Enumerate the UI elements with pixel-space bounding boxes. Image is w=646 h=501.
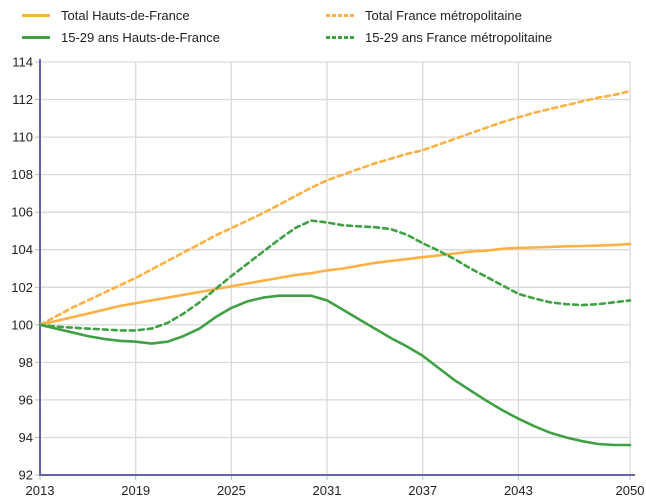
x-tick-label: 2013 <box>26 483 55 498</box>
y-tick-label: 98 <box>19 355 33 370</box>
y-tick-label: 96 <box>19 392 33 407</box>
line-total-hauts-de-france <box>38 242 632 327</box>
legend-label: Total France métropolitaine <box>365 7 522 23</box>
legend-item-total-hauts-de-france[interactable]: Total Hauts-de-France <box>22 6 220 24</box>
legend-column-right: Total France métropolitaine 15-29 ans Fr… <box>326 6 552 46</box>
line-15-29-ans-france-metropolitaine <box>38 219 632 332</box>
dashed-orange-line-swatch-icon <box>326 13 354 17</box>
y-tick-label: 102 <box>11 280 33 295</box>
line-total-france-metropolitaine <box>38 89 632 327</box>
x-tick-label: 2037 <box>408 483 437 498</box>
x-tick-label: 2019 <box>121 483 150 498</box>
x-tick-label: 2050 <box>616 483 645 498</box>
solid-orange-line-swatch-icon <box>22 13 50 17</box>
legend-item-15-29-hauts-de-france[interactable]: 15-29 ans Hauts-de-France <box>22 28 220 46</box>
x-tick-label: 2025 <box>217 483 246 498</box>
y-tick-label: 114 <box>12 55 33 70</box>
y-tick-label: 94 <box>19 430 33 445</box>
y-tick-label: 92 <box>19 468 33 483</box>
y-tick-label: 108 <box>11 167 33 182</box>
y-tick-label: 104 <box>11 242 33 257</box>
x-tick-label: 2031 <box>313 483 342 498</box>
line-15-29-ans-hauts-de-france <box>38 294 632 447</box>
y-tick-label: 100 <box>11 317 33 332</box>
solid-green-line-swatch-icon <box>22 35 50 39</box>
x-tick-label: 2043 <box>504 483 533 498</box>
dashed-green-line-swatch-icon <box>326 35 354 39</box>
legend-item-15-29-france-metropolitaine[interactable]: 15-29 ans France métropolitaine <box>326 28 552 46</box>
legend-item-total-france-metropolitaine[interactable]: Total France métropolitaine <box>326 6 552 24</box>
legend-label: 15-29 ans Hauts-de-France <box>61 29 220 45</box>
y-tick-label: 106 <box>11 205 33 220</box>
y-tick-label: 112 <box>12 92 33 107</box>
chart-legend: Total Hauts-de-France 15-29 ans Hauts-de… <box>0 0 646 52</box>
legend-label: Total Hauts-de-France <box>61 7 190 23</box>
y-tick-label: 110 <box>12 130 33 145</box>
legend-column-left: Total Hauts-de-France 15-29 ans Hauts-de… <box>22 6 220 46</box>
legend-label: 15-29 ans France métropolitaine <box>365 29 553 45</box>
